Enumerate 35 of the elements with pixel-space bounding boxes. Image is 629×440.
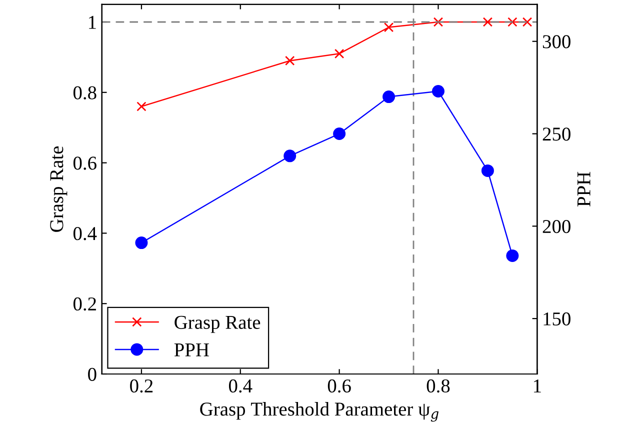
x-tick-label: 1 xyxy=(534,380,541,392)
y2-tick-label: 250 xyxy=(542,128,570,141)
y2-tick-label: 150 xyxy=(544,312,570,326)
point xyxy=(481,164,494,177)
point xyxy=(284,56,295,66)
point xyxy=(433,17,444,27)
y-tick-label: 0.2 xyxy=(73,297,96,311)
y-axis-title: Grasp Rate xyxy=(50,146,68,232)
point xyxy=(508,17,518,27)
point xyxy=(284,150,296,162)
point xyxy=(334,48,344,59)
y-tick-label: 1 xyxy=(89,16,96,29)
y-tick-label: 0.8 xyxy=(73,86,96,100)
point xyxy=(432,85,444,98)
x-tick-label: 0.2 xyxy=(130,379,153,393)
y2-axis-title: PPH xyxy=(578,172,590,206)
x-tick-label: 0.6 xyxy=(328,379,351,393)
y-tick-label: 0 xyxy=(88,368,96,381)
y2-tick-label: 300 xyxy=(542,35,570,48)
point xyxy=(136,102,146,112)
point xyxy=(522,17,532,27)
point xyxy=(506,249,519,262)
point xyxy=(333,128,346,140)
y-tick-label: 0.6 xyxy=(73,156,96,170)
y-tick-label: 0.4 xyxy=(73,227,97,240)
y2-tick-label: 200 xyxy=(542,220,570,234)
x-tick-label: 0.4 xyxy=(228,379,252,393)
point xyxy=(135,236,148,250)
point xyxy=(384,22,394,32)
point xyxy=(482,17,493,27)
x-tick-label: 0.8 xyxy=(426,379,450,393)
x-axis-title: Grasp Threshold Parameter ψ$_{g}$ xyxy=(200,402,439,422)
legend-label: Grasp Rate xyxy=(174,316,260,333)
legend-label: PPH xyxy=(174,344,209,356)
point xyxy=(382,90,396,104)
